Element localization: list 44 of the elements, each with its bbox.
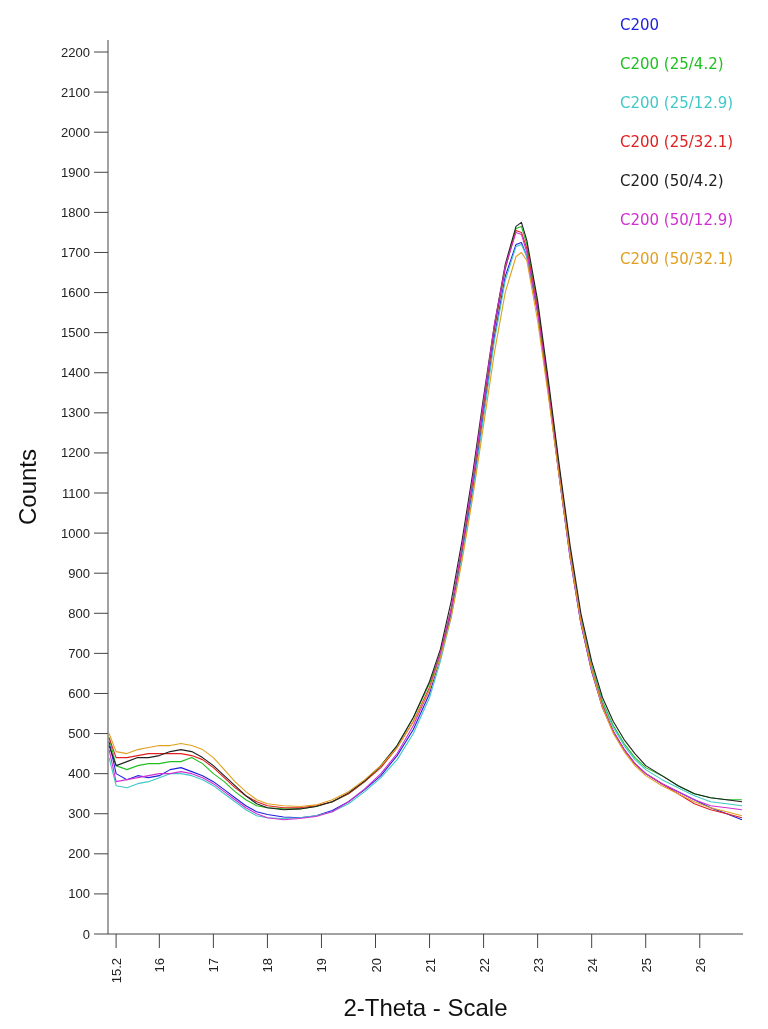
y-tick-label: 1400 (61, 365, 90, 381)
x-tick-label: 23 (530, 958, 546, 973)
y-tick-label: 300 (68, 806, 90, 822)
y-tick-label: 500 (68, 726, 90, 742)
text: C200 (25/32.1) (620, 133, 734, 151)
x-tick-label: 16 (152, 958, 168, 973)
y-tick-label: 1200 (61, 445, 90, 461)
text: C200 (50/32.1) (620, 250, 734, 268)
y-tick-label: 1100 (62, 485, 90, 501)
x-tick-label: 19 (314, 958, 330, 973)
y-tick-label: 1900 (61, 164, 90, 180)
y-tick-label: 1700 (61, 245, 90, 261)
text: C200 (50/4.2) (620, 172, 724, 190)
x-tick-label: 21 (422, 958, 438, 973)
x-tick-label: 25 (638, 958, 654, 973)
x-tick-label: 15.2 (109, 958, 125, 984)
text: C200 (620, 16, 660, 34)
x-tick-label: 22 (476, 958, 492, 973)
text: C200 (50/12.9) (620, 211, 734, 229)
y-tick-label: 1800 (61, 204, 90, 220)
y-tick-label: 2200 (61, 44, 90, 60)
text: C200 (25/12.9) (620, 94, 734, 112)
text: C200 (25/4.2) (620, 55, 724, 73)
y-tick-label: 2000 (61, 124, 90, 140)
y-tick-label: 700 (68, 645, 90, 661)
y-tick-label: 1000 (61, 525, 90, 541)
y-tick-label: 0 (82, 926, 90, 942)
y-tick-label: 900 (68, 565, 90, 581)
y-tick-label: 200 (68, 846, 90, 862)
x-tick-label: 18 (260, 958, 276, 973)
y-tick-label: 100 (68, 886, 90, 902)
y-tick-label: 1500 (61, 325, 90, 341)
x-tick-label: 26 (692, 958, 708, 973)
y-tick-label: 800 (68, 605, 90, 621)
x-tick-label: 20 (368, 958, 384, 973)
x-tick-label: 17 (206, 958, 222, 973)
y-tick-label: 1600 (61, 285, 90, 301)
y-tick-label: 400 (68, 766, 90, 782)
y-tick-label: 1300 (61, 405, 90, 421)
x-tick-label: 24 (584, 958, 600, 973)
y-tick-label: 2100 (61, 84, 90, 100)
y-axis-title: Counts (14, 448, 41, 526)
y-tick-label: 600 (68, 686, 90, 702)
x-axis-title: 2-Theta - Scale (343, 994, 508, 1021)
